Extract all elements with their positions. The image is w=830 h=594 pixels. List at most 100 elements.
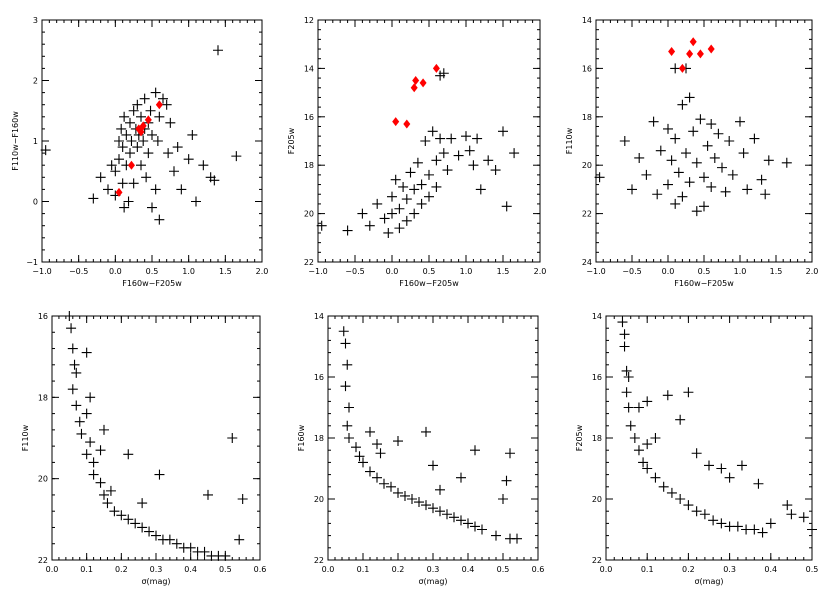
data-point-plus: [760, 189, 771, 200]
x-tick-label: 1.5: [497, 267, 510, 276]
data-point-plus: [468, 160, 479, 171]
data-point-plus: [316, 220, 327, 231]
data-point-plus: [154, 214, 165, 225]
x-tick-label: −1.0: [586, 267, 605, 276]
data-point-plus: [594, 172, 605, 183]
data-point-plus: [670, 198, 681, 209]
y-tick-label: 18: [592, 434, 602, 443]
panel-5: 0.0 0.1 0.2 0.3 0.4 0.5 0.6 14 16 18 20 22 σ(mag) F16…: [297, 312, 544, 586]
data-point-plus: [702, 140, 713, 151]
data-point-plus: [71, 367, 82, 378]
data-point-plus: [691, 206, 702, 217]
x-tick-label: 0.6: [532, 565, 545, 574]
data-point-plus: [147, 129, 157, 140]
data-point-plus: [623, 402, 634, 413]
data-point-plus: [713, 128, 724, 139]
y-tick-label: 18: [582, 113, 592, 122]
data-point-plus: [64, 311, 75, 321]
data-point-plus: [340, 338, 351, 349]
y-axis-label: F110w: [21, 424, 30, 451]
data-point-plus: [724, 136, 735, 146]
y-tick-label: 3: [33, 16, 38, 25]
y-tick-label: 16: [314, 373, 324, 382]
x-tick-label: 0.2: [115, 565, 128, 574]
y-tick-label: 20: [582, 161, 592, 170]
data-point-plus: [695, 114, 706, 125]
y-tick-label: 14: [582, 16, 592, 25]
data-point-plus: [416, 198, 427, 209]
x-tick-label: 0.3: [150, 565, 163, 574]
x-tick-label: 0.5: [423, 267, 436, 276]
data-point-plus: [198, 160, 209, 171]
data-point-plus: [435, 70, 446, 81]
y-axis-label: F110w: [565, 127, 574, 154]
x-tick-label: 0.5: [698, 267, 711, 276]
x-tick-label: 0.0: [600, 565, 613, 574]
data-point-plus: [470, 521, 480, 532]
data-point-plus: [662, 390, 673, 401]
y-tick-label: 20: [304, 210, 314, 219]
data-point-plus: [475, 184, 486, 195]
data-point-plus: [684, 92, 695, 103]
data-point-plus: [394, 223, 405, 234]
data-point-highlight: [696, 49, 704, 59]
data-point-plus: [490, 165, 501, 176]
x-axis-label: F160w−F205w: [399, 279, 459, 288]
data-point-plus: [379, 478, 389, 489]
data-point-plus: [663, 179, 673, 190]
data-point-plus: [625, 420, 636, 431]
y-tick-label: 16: [304, 113, 314, 122]
data-point-plus: [393, 487, 403, 498]
data-point-plus: [619, 341, 630, 352]
data-point-plus: [501, 475, 512, 486]
data-point-plus: [354, 451, 365, 462]
data-point-plus: [461, 131, 471, 142]
data-point-plus: [116, 123, 127, 134]
data-point-plus: [67, 343, 78, 354]
y-tick-label: 1: [33, 137, 38, 146]
data-point-plus: [137, 498, 148, 509]
data-point-plus: [102, 498, 113, 509]
data-point-plus: [344, 402, 354, 413]
data-point-plus: [117, 178, 128, 189]
x-tick-label: 0.2: [392, 565, 405, 574]
data-point-plus: [683, 500, 694, 511]
data-point-plus: [807, 524, 817, 535]
data-point-plus: [414, 497, 424, 508]
y-axis-label: F160w: [297, 424, 306, 451]
data-point-plus: [136, 111, 146, 122]
data-point-plus: [105, 485, 116, 496]
x-tick-label: 0.0: [386, 267, 399, 276]
data-point-plus: [619, 136, 630, 146]
data-point-plus: [398, 181, 409, 192]
data-point-plus: [372, 198, 383, 209]
x-tick-label: 0.4: [184, 565, 197, 574]
y-axis-label: F110w−F160w: [11, 111, 20, 171]
data-point-plus: [187, 129, 198, 140]
data-point-plus: [119, 111, 130, 122]
x-axis-label: σ(mag): [694, 577, 723, 586]
data-point-plus: [81, 347, 92, 358]
data-point-plus: [483, 155, 494, 166]
x-tick-label: 0.1: [357, 565, 370, 574]
data-point-plus: [150, 87, 161, 98]
data-point-plus: [154, 469, 165, 480]
data-point-plus: [463, 518, 473, 529]
data-point-plus: [699, 509, 710, 520]
x-tick-label: 1.0: [182, 267, 195, 276]
y-tick-label: 22: [304, 258, 314, 267]
data-point-plus: [154, 111, 165, 122]
data-point-plus: [400, 490, 410, 501]
data-point-plus: [442, 509, 452, 520]
data-point-plus: [171, 538, 182, 549]
data-point-plus: [652, 189, 663, 200]
data-point-plus: [163, 148, 174, 159]
y-tick-label: 18: [38, 393, 48, 402]
data-point-plus: [641, 169, 652, 180]
data-point-plus: [753, 478, 764, 489]
x-tick-label: 1.0: [734, 267, 747, 276]
x-axis-label: σ(mag): [141, 577, 170, 586]
data-point-plus: [387, 191, 397, 202]
data-point-plus: [638, 457, 649, 468]
data-point-plus: [629, 433, 640, 443]
